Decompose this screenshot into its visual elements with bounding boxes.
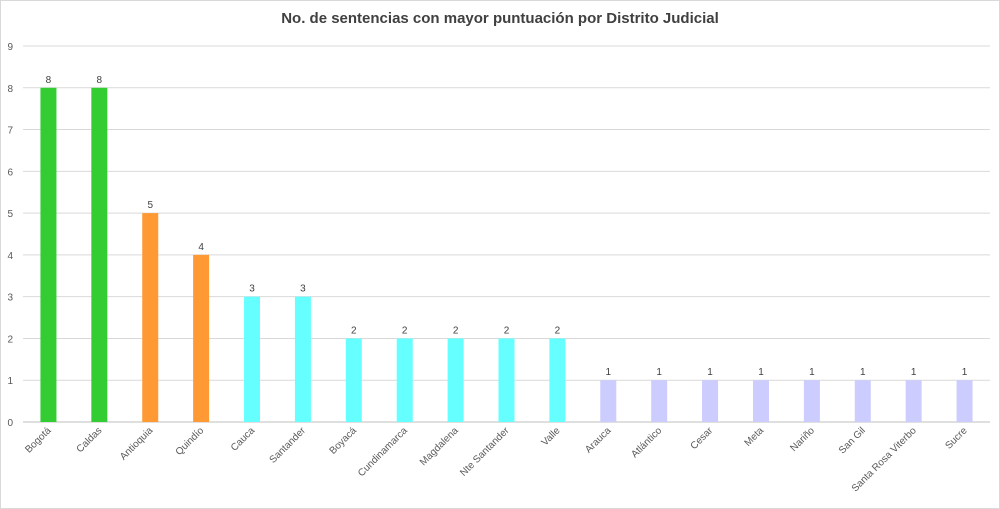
- bar: [702, 380, 719, 422]
- data-label: 8: [46, 75, 52, 86]
- x-tick-label: Cundinamarca: [356, 425, 410, 479]
- x-tick-label: Valle: [540, 425, 563, 448]
- x-tick-label: Nariño: [788, 425, 817, 454]
- data-label: 1: [656, 367, 662, 378]
- bar: [803, 380, 820, 422]
- bar: [651, 380, 668, 422]
- y-tick-label: 2: [7, 334, 13, 345]
- x-tick-label: Quindío: [174, 425, 207, 458]
- bar: [498, 338, 515, 422]
- bar: [396, 338, 413, 422]
- bar: [91, 87, 108, 423]
- y-tick-label: 7: [7, 126, 13, 137]
- bar: [447, 338, 464, 422]
- data-label: 5: [147, 200, 153, 211]
- y-tick-label: 1: [7, 376, 13, 387]
- data-label: 1: [606, 367, 612, 378]
- y-tick-label: 0: [7, 418, 13, 429]
- y-tick-label: 8: [7, 84, 13, 95]
- bar: [600, 380, 617, 422]
- x-tick-label: Cauca: [229, 425, 258, 454]
- bar: [549, 338, 566, 422]
- y-tick-label: 6: [7, 167, 13, 178]
- bar: [193, 254, 210, 422]
- x-tick-label: Nte Santander: [458, 425, 512, 479]
- data-label: 1: [860, 367, 866, 378]
- bar: [905, 380, 922, 422]
- data-label: 4: [198, 242, 204, 253]
- y-tick-label: 9: [7, 42, 13, 53]
- data-label: 3: [300, 284, 306, 295]
- data-label: 1: [809, 367, 815, 378]
- data-label: 1: [707, 367, 713, 378]
- x-tick-label: Santander: [268, 425, 309, 466]
- data-label: 8: [97, 75, 103, 86]
- bar: [294, 296, 311, 422]
- y-tick-label: 5: [7, 209, 13, 220]
- x-tick-label: Boyacá: [328, 425, 360, 457]
- bar: [142, 213, 159, 422]
- bar: [40, 87, 57, 423]
- x-tick-label: Atlántico: [629, 425, 664, 460]
- data-label: 1: [911, 367, 917, 378]
- data-label: 2: [555, 325, 561, 336]
- x-tick-label: Antioquia: [118, 425, 156, 463]
- y-tick-label: 4: [7, 251, 13, 262]
- data-label: 2: [351, 325, 357, 336]
- x-tick-label: Meta: [743, 425, 767, 449]
- data-label: 2: [504, 325, 510, 336]
- x-tick-label: San Gil: [837, 425, 868, 456]
- data-label: 3: [249, 284, 255, 295]
- x-tick-label: Caldas: [75, 425, 105, 455]
- data-label: 2: [402, 325, 408, 336]
- bar: [752, 380, 769, 422]
- x-tick-label: Magdalena: [418, 425, 461, 468]
- data-label: 2: [453, 325, 459, 336]
- chart-title: No. de sentencias con mayor puntuación p…: [281, 10, 719, 27]
- x-tick-label: Cesar: [689, 425, 716, 452]
- x-tick-label: Sucre: [943, 425, 970, 452]
- y-tick-label: 3: [7, 293, 13, 304]
- bar: [244, 296, 261, 422]
- x-tick-label: Arauca: [583, 425, 613, 455]
- bar: [345, 338, 362, 422]
- data-label: 1: [962, 367, 968, 378]
- bar: [854, 380, 871, 422]
- bar: [956, 380, 973, 422]
- data-label: 1: [758, 367, 764, 378]
- x-tick-label: Bogotá: [23, 425, 53, 455]
